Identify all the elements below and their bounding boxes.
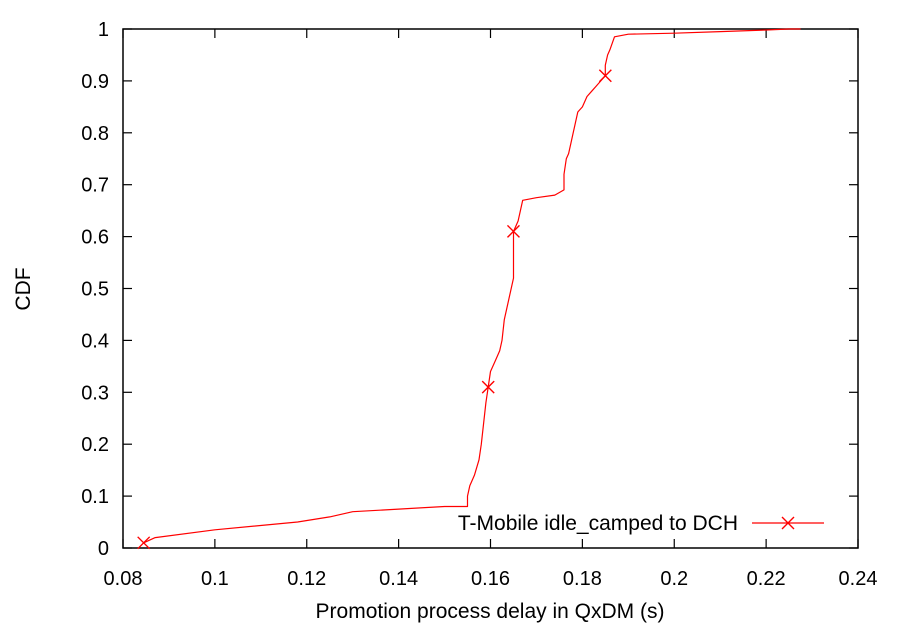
y-axis-ticks: 0 0.1 0.2 0.3 0.4 0.5 0.6 0.7 0.8 0.9 1 <box>81 19 858 560</box>
legend-x-marker <box>781 516 795 530</box>
y-tick-label: 0.5 <box>81 279 109 301</box>
legend: T-Mobile idle_camped to DCH <box>458 512 824 535</box>
x-tick-label: 0.18 <box>563 568 602 590</box>
y-tick-label: 0.8 <box>81 123 109 145</box>
x-axis-label: Promotion process delay in QxDM (s) <box>316 600 665 623</box>
x-tick-label: 0.14 <box>379 568 418 590</box>
x-tick-label: 0.24 <box>839 568 878 590</box>
x-tick-label: 0.2 <box>660 568 688 590</box>
y-tick-label: 0.4 <box>81 330 109 352</box>
y-tick-label: 0.1 <box>81 486 109 508</box>
x-tick-label: 0.16 <box>471 568 510 590</box>
plot-frame <box>122 28 859 549</box>
x-tick-label: 0.08 <box>104 568 143 590</box>
y-tick-label: 0.2 <box>81 434 109 456</box>
series-x-marker <box>137 536 151 550</box>
series-x-marker <box>506 224 520 238</box>
legend-label: T-Mobile idle_camped to DCH <box>458 512 738 535</box>
y-tick-label: 0.9 <box>81 71 109 93</box>
series-x-marker <box>481 380 495 394</box>
y-tick-label: 0.7 <box>81 175 109 197</box>
y-tick-label: 0 <box>98 538 109 560</box>
series-layer <box>137 28 801 550</box>
y-tick-label: 0.6 <box>81 227 109 249</box>
y-tick-label: 0.3 <box>81 382 109 404</box>
x-tick-label: 0.12 <box>287 568 326 590</box>
series-x-marker <box>598 69 612 83</box>
x-tick-label: 0.22 <box>747 568 786 590</box>
y-tick-label: 1 <box>98 19 109 41</box>
series-line <box>143 28 801 544</box>
x-tick-label: 0.1 <box>201 568 229 590</box>
x-axis-ticks: 0.08 0.1 0.12 0.14 0.16 0.18 0.2 0.22 0.24 <box>104 29 878 590</box>
y-axis-label: CDF <box>12 267 35 310</box>
